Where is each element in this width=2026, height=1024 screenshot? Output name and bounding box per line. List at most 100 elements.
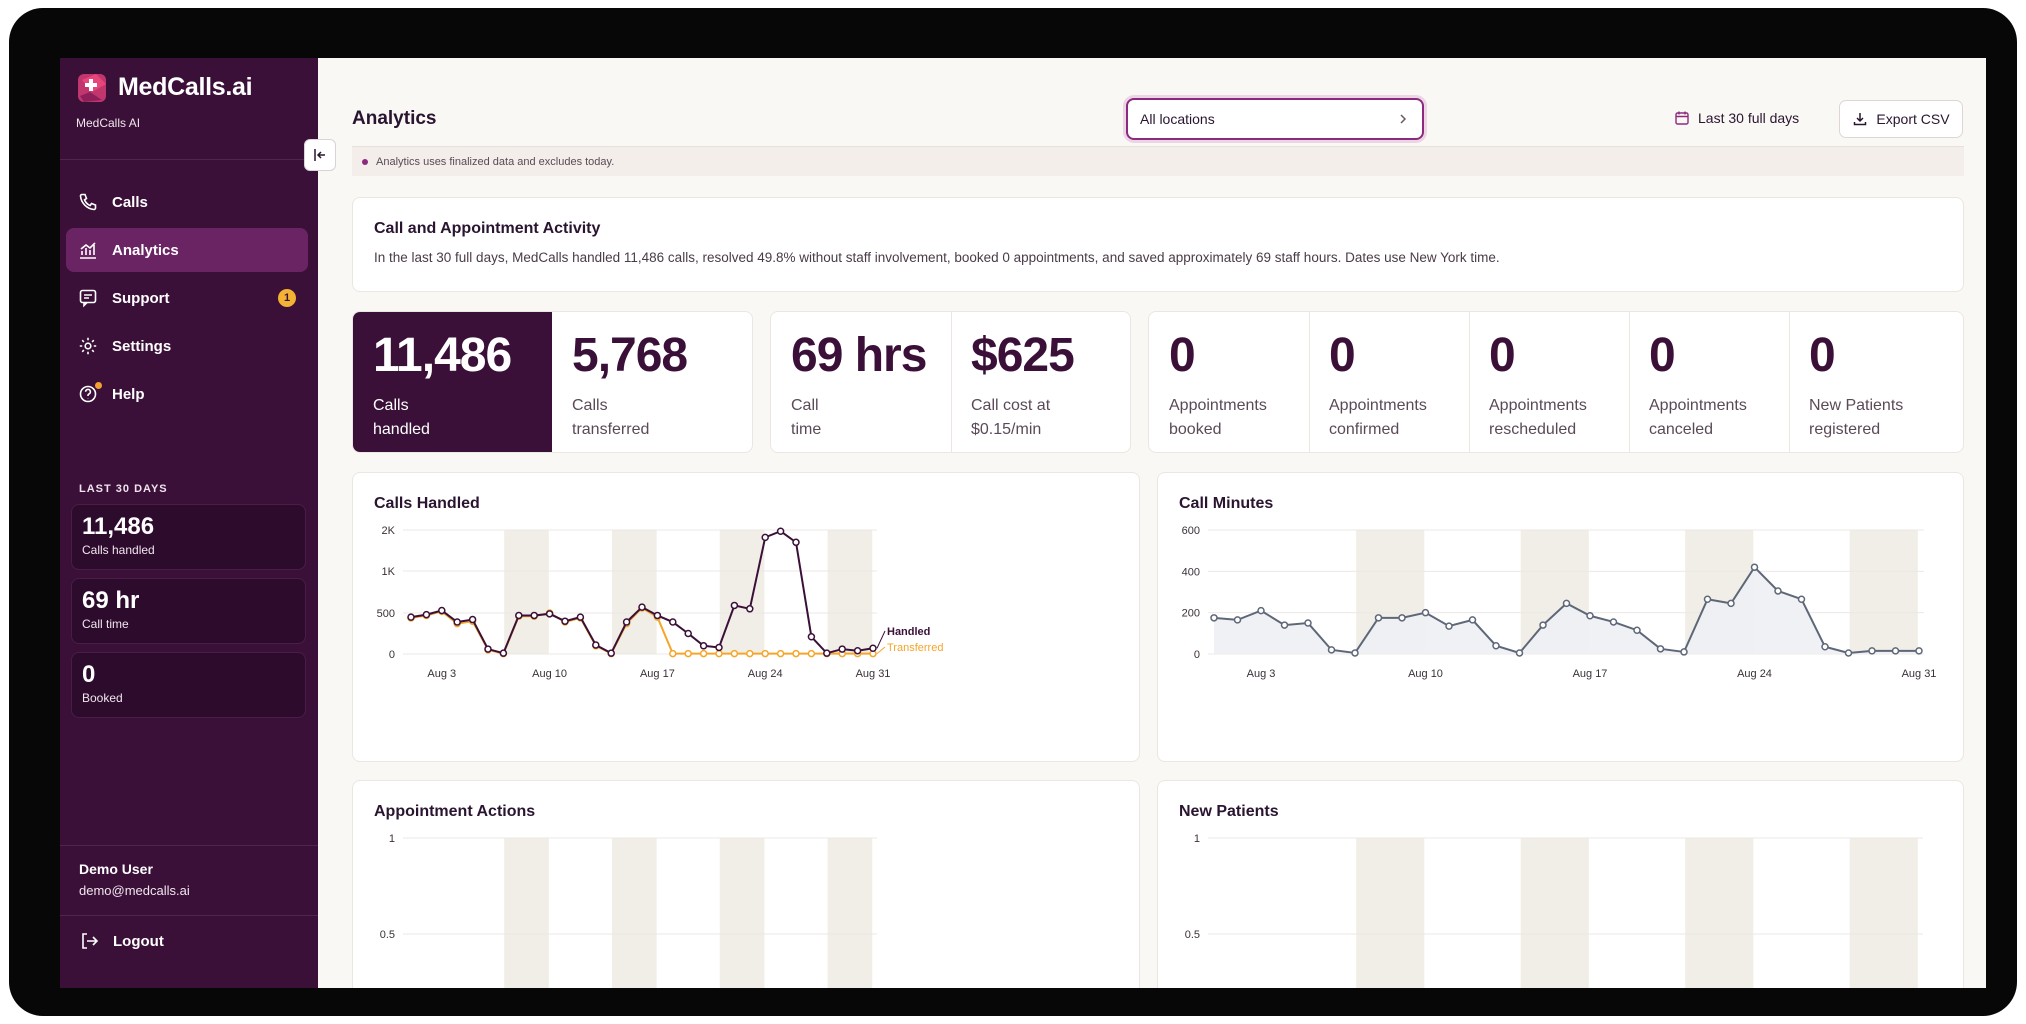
metric-label-line1: Appointments bbox=[1169, 397, 1267, 414]
sidebar-item-label: Support bbox=[112, 289, 170, 307]
sidebar-item-analytics[interactable]: Analytics bbox=[66, 228, 308, 272]
calendar-icon bbox=[1675, 111, 1689, 125]
activity-title: Call and Appointment Activity bbox=[374, 220, 601, 237]
y-tick-label: 2K bbox=[382, 525, 396, 537]
user-name: Demo User bbox=[79, 861, 153, 877]
chevron-right-icon bbox=[1400, 114, 1407, 124]
metric-call-cost: $625 Call cost at $0.15/min bbox=[951, 312, 1131, 452]
data-point bbox=[699, 649, 708, 658]
data-point bbox=[1633, 626, 1641, 634]
data-point bbox=[684, 629, 692, 638]
logout-button[interactable]: Logout bbox=[79, 931, 164, 951]
help-icon bbox=[79, 385, 97, 403]
metric-value: 0 bbox=[1809, 329, 1836, 382]
weekend-band bbox=[611, 838, 657, 988]
date-range-picker[interactable]: Last 30 full days bbox=[1674, 110, 1799, 126]
x-tick-label: Aug 3 bbox=[427, 668, 456, 680]
data-point bbox=[1774, 587, 1782, 595]
data-point bbox=[561, 617, 569, 625]
metrics-calls-card: 11,486 Calls handled 5,768 Calls transferr… bbox=[352, 311, 753, 453]
y-tick-label: 200 bbox=[1182, 608, 1200, 620]
metric-label-line1: Calls bbox=[572, 397, 608, 414]
data-point bbox=[515, 611, 523, 620]
metric-appointments-booked: 0 Appointments booked bbox=[1149, 312, 1309, 452]
device-frame: MedCalls.ai MedCalls AI Calls Analytics … bbox=[9, 8, 2017, 1016]
metric-label: Appointments rescheduled bbox=[1489, 394, 1629, 442]
metric-value: $625 bbox=[971, 329, 1075, 382]
metric-call-time: 69 hrs Call time bbox=[771, 312, 951, 452]
metrics-appointments-card: 0 Appointments booked 0 Appointments confi… bbox=[1148, 311, 1964, 453]
sidebar-item-label: Settings bbox=[112, 337, 172, 355]
data-point bbox=[1210, 614, 1218, 622]
metric-appointments-canceled: 0 Appointments canceled bbox=[1629, 312, 1789, 452]
data-point bbox=[1609, 618, 1618, 626]
location-select[interactable]: All locations bbox=[1126, 98, 1424, 140]
org-name: MedCalls AI bbox=[76, 116, 141, 130]
data-point bbox=[453, 618, 461, 626]
gear-icon bbox=[79, 337, 97, 355]
download-icon bbox=[1854, 113, 1867, 126]
data-point bbox=[1586, 612, 1594, 620]
weekend-band bbox=[1849, 838, 1918, 988]
weekend-band bbox=[827, 838, 873, 988]
chart-title: Calls Handled bbox=[374, 495, 480, 512]
x-tick-label: Aug 31 bbox=[856, 668, 891, 680]
sidebar-item-settings[interactable]: Settings bbox=[66, 324, 308, 368]
data-point bbox=[1868, 647, 1876, 655]
sidebar-item-label: Analytics bbox=[112, 241, 179, 259]
sidebar: MedCalls.ai MedCalls AI Calls Analytics … bbox=[60, 58, 318, 988]
metric-value: 0 bbox=[1489, 329, 1516, 382]
date-range-label: Last 30 full days bbox=[1698, 110, 1800, 126]
collapse-sidebar-button[interactable] bbox=[304, 139, 336, 171]
data-point bbox=[530, 611, 538, 620]
metric-label: Appointments booked bbox=[1169, 394, 1309, 442]
sidebar-item-calls[interactable]: Calls bbox=[66, 180, 308, 224]
analytics-icon bbox=[80, 242, 96, 259]
divider bbox=[60, 159, 318, 160]
metric-label-line2: registered bbox=[1809, 421, 1881, 438]
data-point bbox=[499, 649, 508, 657]
metric-label-line2: $0.15/min bbox=[971, 421, 1042, 438]
sidebar-item-support[interactable]: Support 1 bbox=[66, 276, 308, 320]
metric-divider bbox=[1309, 312, 1310, 452]
data-point bbox=[422, 610, 431, 619]
side-section-title: LAST 30 DAYS bbox=[79, 483, 168, 495]
y-tick-label: 1K bbox=[382, 566, 396, 578]
metric-label-line2: time bbox=[791, 421, 822, 438]
export-csv-button[interactable]: Export CSV bbox=[1839, 100, 1963, 138]
export-label: Export CSV bbox=[1876, 111, 1950, 127]
metric-label: Appointments confirmed bbox=[1329, 394, 1469, 442]
weekend-band bbox=[1849, 530, 1918, 654]
metric-label-line1: Appointments bbox=[1329, 397, 1427, 414]
stat-value: 69 hr bbox=[82, 587, 140, 614]
metric-label-line2: booked bbox=[1169, 421, 1222, 438]
data-point bbox=[807, 649, 816, 658]
data-point bbox=[407, 613, 415, 621]
app-screen: MedCalls.ai MedCalls AI Calls Analytics … bbox=[60, 58, 1986, 988]
data-point bbox=[746, 605, 754, 613]
divider bbox=[60, 915, 318, 916]
metric-label: Appointments canceled bbox=[1649, 394, 1789, 442]
calls-handled-card: Calls Handled 0 500 1K 2K Aug 3 Aug 10 Aug 17 A… bbox=[352, 472, 1140, 762]
data-point bbox=[792, 649, 800, 658]
sidebar-item-help[interactable]: Help bbox=[66, 372, 308, 416]
phone-icon bbox=[79, 193, 97, 211]
brand[interactable]: MedCalls.ai bbox=[76, 70, 253, 104]
data-point bbox=[1280, 621, 1289, 629]
y-tick-label: 400 bbox=[1182, 566, 1200, 578]
data-point bbox=[761, 533, 769, 542]
metric-label-line2: handled bbox=[373, 421, 430, 438]
data-point bbox=[869, 644, 877, 653]
data-point bbox=[1727, 599, 1735, 608]
calls-handled-chart: 0 500 1K 2K Aug 3 Aug 10 Aug 17 Aug 24 Aug 31 Han… bbox=[377, 525, 944, 680]
metrics-time-card: 69 hrs Call time $625 Call cost at $0.15/m… bbox=[770, 311, 1131, 453]
data-point bbox=[1680, 648, 1688, 656]
data-point bbox=[468, 615, 477, 624]
metric-divider bbox=[951, 312, 952, 452]
metric-label-line2: rescheduled bbox=[1489, 421, 1577, 438]
data-point bbox=[761, 649, 769, 658]
x-tick-label: Aug 24 bbox=[748, 668, 783, 680]
data-point bbox=[1797, 595, 1806, 603]
data-point bbox=[1821, 643, 1829, 651]
notice-dot bbox=[362, 158, 368, 165]
